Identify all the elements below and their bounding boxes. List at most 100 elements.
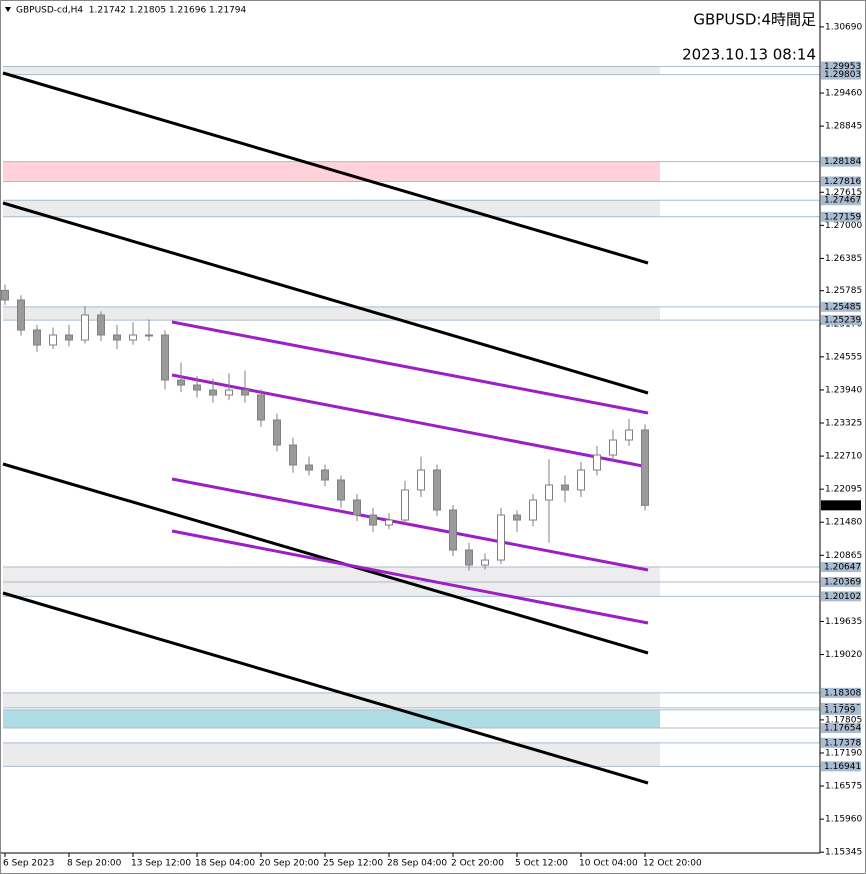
trendlines xyxy=(2,71,649,785)
candle-body xyxy=(177,379,185,386)
candle-body xyxy=(609,439,617,456)
candle-body xyxy=(81,314,89,341)
candle-body xyxy=(497,514,505,561)
axes: 1.30690 1.29460 1.28845 1.27615 1.27000 1.263… xyxy=(3,22,862,868)
price-label-box xyxy=(821,176,861,187)
x-tick-label: 28 Sep 04:00 xyxy=(387,859,447,869)
title: GBPUSD:4時間足 xyxy=(693,11,816,29)
price-label-box xyxy=(821,211,861,222)
zone xyxy=(3,161,660,182)
y-tick-label: 1.24555 xyxy=(825,352,862,362)
candle-body xyxy=(65,334,73,341)
y-tick-label: 1.22710 xyxy=(825,452,862,462)
candle-body xyxy=(209,389,217,396)
x-tick-label: 5 Oct 12:00 xyxy=(515,859,568,869)
y-tick-label: 1.29460 xyxy=(825,89,862,99)
y-tick-label: 1.16575 xyxy=(825,782,862,792)
candle-body xyxy=(369,514,377,526)
trend-line xyxy=(2,591,649,785)
price-label-box xyxy=(821,500,861,511)
zone xyxy=(3,692,660,708)
x-tick-label: 6 Sep 2023 xyxy=(3,859,54,869)
zone xyxy=(3,306,660,321)
zones xyxy=(3,66,820,767)
candle-body xyxy=(1,289,9,301)
price-label: 1.25485 xyxy=(824,302,861,312)
candle-body xyxy=(161,334,169,381)
candle-body xyxy=(417,469,425,491)
y-tick-label: 1.20865 xyxy=(825,551,862,561)
y-tick-label: 1.28845 xyxy=(825,122,862,132)
candle-body xyxy=(385,519,393,526)
price-label-box xyxy=(821,687,861,698)
candle-body xyxy=(193,384,201,391)
candle-body xyxy=(273,419,281,446)
y-tick-label: 1.15960 xyxy=(825,815,862,825)
price-label: 1.29803 xyxy=(824,70,861,80)
candle-body xyxy=(513,514,521,521)
price-label-box xyxy=(821,591,861,602)
price-label-box xyxy=(821,195,861,206)
price-label: 1.29953 xyxy=(824,62,861,72)
price-label-box xyxy=(821,301,861,312)
y-tick-label: 1.19635 xyxy=(825,617,862,627)
price-label-box xyxy=(821,737,861,748)
y-tick-label: 1.26385 xyxy=(825,254,862,264)
x-tick-label: 20 Sep 20:00 xyxy=(259,859,319,869)
candle-body xyxy=(545,484,553,501)
price-label: 1.20102 xyxy=(824,592,861,602)
x-tick-label: 18 Sep 04:00 xyxy=(195,859,255,869)
y-tick-label: 1.30690 xyxy=(825,22,862,32)
zone xyxy=(3,709,660,729)
candle-body xyxy=(401,489,409,521)
zone xyxy=(3,200,660,217)
price-label: 1.17654 xyxy=(824,724,861,734)
price-label-box xyxy=(821,761,861,772)
y-tick-label: 1.25785 xyxy=(825,286,862,296)
channel-line xyxy=(171,477,649,572)
x-tick-label: 8 Sep 20:00 xyxy=(67,859,122,869)
price-label-box xyxy=(821,723,861,734)
candle-body xyxy=(337,479,345,501)
y-tick-label: 1.19020 xyxy=(825,650,862,660)
price-label-box xyxy=(821,704,861,715)
candle-body xyxy=(641,429,649,506)
candle-body xyxy=(625,429,633,441)
price-label: 1.20369 xyxy=(824,577,861,587)
candles xyxy=(1,284,649,571)
y-tick-label: 1.17190 xyxy=(825,748,862,758)
y-tick-label: 1.23325 xyxy=(825,419,862,429)
trend-line xyxy=(2,201,649,395)
candle-body xyxy=(17,299,25,331)
candle-body xyxy=(593,454,601,471)
price-label: 1.16941 xyxy=(824,762,861,772)
timestamp: 2023.10.13 08:14 xyxy=(682,46,816,64)
x-tick-label: 25 Sep 12:00 xyxy=(323,859,383,869)
candle-body xyxy=(49,334,57,346)
price-label-box xyxy=(821,576,861,587)
price-label: 1.17378 xyxy=(824,738,861,748)
price-label-box xyxy=(821,562,861,573)
y-tick-label: 1.17805 xyxy=(825,715,862,725)
candle-body xyxy=(481,559,489,566)
price-label-box xyxy=(821,69,861,80)
candle-body xyxy=(465,549,473,566)
trend-line xyxy=(2,71,649,265)
zone xyxy=(3,66,660,75)
menu-arrow[interactable] xyxy=(5,7,11,12)
price-label: 1.21794 xyxy=(824,501,861,511)
channel-line xyxy=(171,529,649,625)
x-tick-label: 13 Sep 12:00 xyxy=(131,859,191,869)
candle-body xyxy=(433,469,441,511)
y-tick-label: 1.23940 xyxy=(825,385,862,395)
price-label-box xyxy=(821,156,861,167)
candle-body xyxy=(353,499,361,516)
y-tick-label: 1.15345 xyxy=(825,848,862,858)
candle-body xyxy=(97,314,105,336)
price-label: 1.18308 xyxy=(824,688,861,698)
price-label: 1.27467 xyxy=(824,196,861,206)
x-tick-label: 10 Oct 04:00 xyxy=(579,859,638,869)
candle-body xyxy=(577,469,585,491)
candle-body xyxy=(257,394,265,421)
price-label: 1.20647 xyxy=(824,563,861,573)
